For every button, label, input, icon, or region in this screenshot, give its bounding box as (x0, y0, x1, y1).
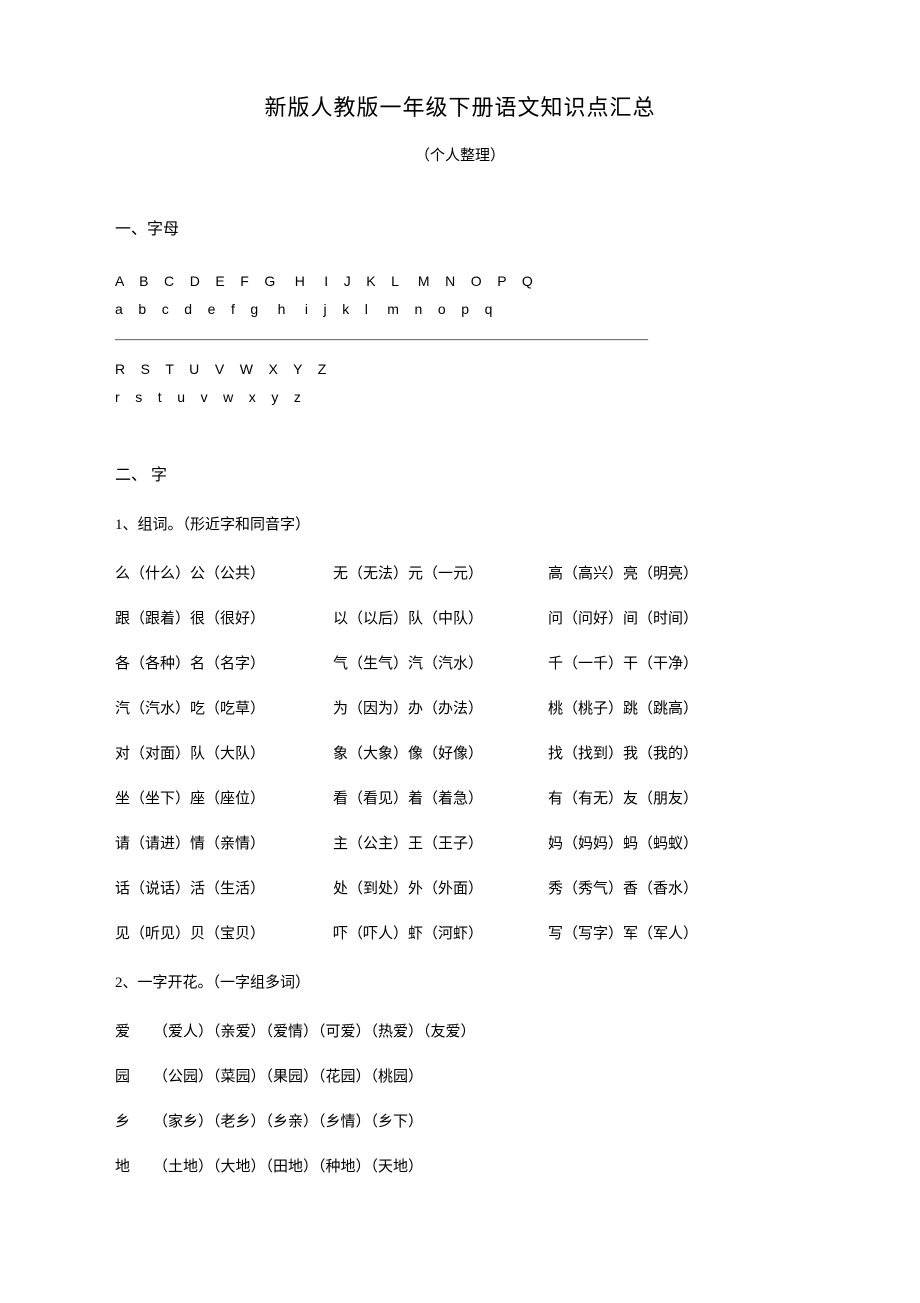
bloom-char: 乡 (115, 1110, 153, 1131)
bloom-char: 爱 (115, 1020, 153, 1041)
word-cell: 桃（桃子）跳（跳高） (548, 697, 698, 718)
word-row: 跟（跟着）很（很好） 以（以后）队（中队） 问（问好）间（时间） (115, 607, 805, 628)
word-cell: 秀（秀气）香（香水） (548, 877, 698, 898)
word-cell: 汽（汽水）吃（吃草） (115, 697, 333, 718)
word-cell: 跟（跟着）很（很好） (115, 607, 333, 628)
bloom-char: 地 (115, 1155, 153, 1176)
bloom-row: 乡（家乡）（老乡）（乡亲）（乡情）（乡下） (115, 1110, 805, 1131)
alphabet-lower-row-1: a b c d e f g h i j k l m n o p q (115, 295, 805, 323)
subsection-2-2-heading: 2、一字开花。（一字组多词） (115, 971, 805, 992)
document-page: 新版人教版一年级下册语文知识点汇总 （个人整理） 一、字母 A B C D E … (0, 0, 920, 1260)
word-cell: 气（生气）汽（汽水） (333, 652, 548, 673)
word-row: 请（请进）情（亲情） 主（公主）王（王子） 妈（妈妈）蚂（蚂蚁） (115, 832, 805, 853)
bloom-row: 地（土地）（大地）（田地）（种地）（天地） (115, 1155, 805, 1176)
alphabet-block-1: A B C D E F G H I J K L M N O P Q a b c … (115, 267, 805, 323)
subsection-2-1-heading: 1、组词。（形近字和同音字） (115, 513, 805, 534)
word-cell: 问（问好）间（时间） (548, 607, 698, 628)
word-cell: 吓（吓人）虾（河虾） (333, 922, 548, 943)
divider-dashes: ————————————————————————————————————————… (115, 331, 805, 347)
word-cell: 么（什么）公（公共） (115, 562, 333, 583)
page-title: 新版人教版一年级下册语文知识点汇总 (115, 90, 805, 122)
word-cell: 话（说话）活（生活） (115, 877, 333, 898)
word-cell: 主（公主）王（王子） (333, 832, 548, 853)
alphabet-upper-row-1: A B C D E F G H I J K L M N O P Q (115, 267, 805, 295)
page-subtitle: （个人整理） (115, 144, 805, 165)
word-cell: 各（各种）名（名字） (115, 652, 333, 673)
word-row: 各（各种）名（名字） 气（生气）汽（汽水） 千（一千）干（干净） (115, 652, 805, 673)
section-2-heading: 二、 字 (115, 461, 805, 485)
word-cell: 见（听见）贝（宝贝） (115, 922, 333, 943)
bloom-row: 爱（爱人）（亲爱）（爱情）（可爱）（热爱）（友爱） (115, 1020, 805, 1041)
word-cell: 找（找到）我（我的） (548, 742, 698, 763)
bloom-row: 园（公园）（菜园）（果园）（花园）（桃园） (115, 1065, 805, 1086)
word-cell: 妈（妈妈）蚂（蚂蚁） (548, 832, 698, 853)
word-row: 对（对面）队（大队） 象（大象）像（好像） 找（找到）我（我的） (115, 742, 805, 763)
word-row: 话（说话）活（生活） 处（到处）外（外面） 秀（秀气）香（香水） (115, 877, 805, 898)
word-cell: 有（有无）友（朋友） (548, 787, 698, 808)
word-row: 么（什么）公（公共） 无（无法）元（一元） 高（高兴）亮（明亮） (115, 562, 805, 583)
bloom-words: （家乡）（老乡）（乡亲）（乡情）（乡下） (153, 1114, 423, 1130)
bloom-words: （土地）（大地）（田地）（种地）（天地） (153, 1159, 423, 1175)
word-row: 见（听见）贝（宝贝） 吓（吓人）虾（河虾） 写（写字）军（军人） (115, 922, 805, 943)
section-1-heading: 一、字母 (115, 215, 805, 239)
alphabet-upper-row-2: R S T U V W X Y Z (115, 355, 805, 383)
word-cell: 坐（坐下）座（座位） (115, 787, 333, 808)
word-cell: 为（因为）办（办法） (333, 697, 548, 718)
word-pairs-grid: 么（什么）公（公共） 无（无法）元（一元） 高（高兴）亮（明亮） 跟（跟着）很（… (115, 562, 805, 943)
word-cell: 处（到处）外（外面） (333, 877, 548, 898)
word-cell: 象（大象）像（好像） (333, 742, 548, 763)
bloom-words: （公园）（菜园）（果园）（花园）（桃园） (153, 1069, 423, 1085)
word-cell: 无（无法）元（一元） (333, 562, 548, 583)
bloom-list: 爱（爱人）（亲爱）（爱情）（可爱）（热爱）（友爱） 园（公园）（菜园）（果园）（… (115, 1020, 805, 1176)
bloom-char: 园 (115, 1065, 153, 1086)
alphabet-lower-row-2: r s t u v w x y z (115, 383, 805, 411)
word-cell: 对（对面）队（大队） (115, 742, 333, 763)
word-cell: 千（一千）干（干净） (548, 652, 698, 673)
word-cell: 写（写字）军（军人） (548, 922, 698, 943)
word-cell: 看（看见）着（着急） (333, 787, 548, 808)
word-cell: 以（以后）队（中队） (333, 607, 548, 628)
word-row: 汽（汽水）吃（吃草） 为（因为）办（办法） 桃（桃子）跳（跳高） (115, 697, 805, 718)
word-row: 坐（坐下）座（座位） 看（看见）着（着急） 有（有无）友（朋友） (115, 787, 805, 808)
word-cell: 请（请进）情（亲情） (115, 832, 333, 853)
word-cell: 高（高兴）亮（明亮） (548, 562, 698, 583)
bloom-words: （爱人）（亲爱）（爱情）（可爱）（热爱）（友爱） (153, 1024, 476, 1040)
alphabet-block-2: R S T U V W X Y Z r s t u v w x y z (115, 355, 805, 411)
